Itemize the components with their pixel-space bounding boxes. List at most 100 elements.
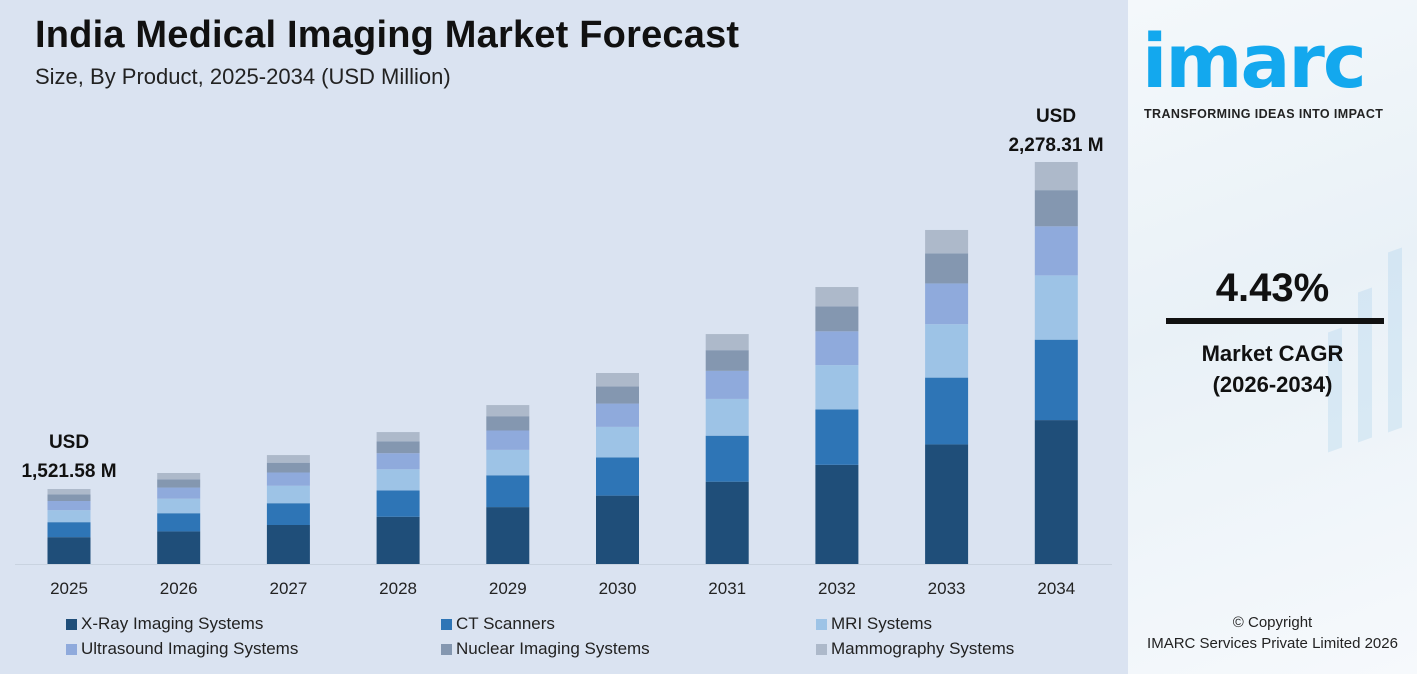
legend-swatch <box>66 618 77 630</box>
annotation-value: 2,278.31 M <box>1008 135 1104 156</box>
bar-segment-ct-scanners-2026 <box>157 513 201 532</box>
legend-label: Ultrasound Imaging Systems <box>81 639 299 658</box>
bar-segment-ultrasound-imaging-systems-2031 <box>705 370 749 399</box>
legend-swatch <box>66 643 77 655</box>
legend-item: Ultrasound Imaging Systems <box>66 639 298 659</box>
x-tick-label: 2032 <box>818 579 856 598</box>
legend-label: CT Scanners <box>456 614 555 633</box>
bar-segment-nuclear-imaging-systems-2030 <box>596 386 639 404</box>
x-tick-label: 2029 <box>489 579 527 598</box>
chart-title: India Medical Imaging Market Forecast <box>35 14 740 56</box>
bar-segment-x-ray-imaging-systems-2026 <box>157 531 201 564</box>
bar-segment-ct-scanners-2025 <box>47 522 91 538</box>
bar-segment-ct-scanners-2032 <box>815 409 859 465</box>
bar-segment-mammography-systems-2031 <box>705 334 749 351</box>
bar-segment-ct-scanners-2028 <box>376 490 420 517</box>
bar-segment-mammography-systems-2033 <box>925 229 969 254</box>
bar-segment-ct-scanners-2029 <box>486 475 530 508</box>
bar-segment-ct-scanners-2031 <box>705 435 749 482</box>
bar-segment-mammography-systems-2034 <box>1034 162 1078 191</box>
bar-segment-mammography-systems-2026 <box>157 472 201 480</box>
annotation-currency: USD <box>48 432 90 453</box>
bar-segment-nuclear-imaging-systems-2031 <box>705 350 749 371</box>
bar-segment-ultrasound-imaging-systems-2032 <box>815 331 859 366</box>
legend-item: Mammography Systems <box>816 639 1014 659</box>
chart-panel: India Medical Imaging Market Forecast Si… <box>0 14 1126 659</box>
first-bar-annotation: USD 1,521.58 M <box>0 428 139 486</box>
x-tick-label: 2031 <box>708 579 746 598</box>
x-tick-label: 2027 <box>269 579 307 598</box>
bar-segment-x-ray-imaging-systems-2034 <box>1034 420 1078 564</box>
bar-segment-mri-systems-2029 <box>486 449 530 476</box>
summary-panel: imarc TRANSFORMING IDEAS INTO IMPACT 4.4… <box>1128 0 1417 674</box>
legend-label: MRI Systems <box>831 614 933 633</box>
copyright-line-1: © Copyright <box>1232 614 1313 631</box>
chart-subtitle: Size, By Product, 2025-2034 (USD Million… <box>35 64 451 89</box>
bar-segment-mri-systems-2030 <box>596 426 639 458</box>
bar-segment-ultrasound-imaging-systems-2030 <box>596 403 639 427</box>
legend-label: Mammography Systems <box>831 639 1015 658</box>
bar-segment-ct-scanners-2034 <box>1034 339 1078 421</box>
bar-segment-mammography-systems-2028 <box>376 432 420 442</box>
annotation-currency: USD <box>1035 106 1077 127</box>
bar-segment-ultrasound-imaging-systems-2025 <box>47 501 91 511</box>
bar-segment-nuclear-imaging-systems-2032 <box>815 306 859 332</box>
cagr-period: (2026-2034) <box>1212 372 1333 397</box>
bar-segment-nuclear-imaging-systems-2028 <box>376 441 420 454</box>
bar-segment-nuclear-imaging-systems-2034 <box>1034 190 1078 227</box>
x-tick-label: 2025 <box>50 579 88 598</box>
bar-segment-x-ray-imaging-systems-2032 <box>815 464 859 564</box>
bar-segment-ultrasound-imaging-systems-2028 <box>376 453 420 470</box>
bar-segment-nuclear-imaging-systems-2029 <box>486 416 530 431</box>
x-tick-label: 2033 <box>928 579 966 598</box>
legend-swatch <box>441 643 452 655</box>
legend-label: X-Ray Imaging Systems <box>81 614 264 633</box>
bar-segment-ultrasound-imaging-systems-2033 <box>925 283 969 325</box>
bar-segment-mri-systems-2034 <box>1034 275 1078 340</box>
bar-segment-mammography-systems-2032 <box>815 287 859 307</box>
bar-segment-ultrasound-imaging-systems-2029 <box>486 430 530 450</box>
bar-segment-mammography-systems-2025 <box>47 489 91 495</box>
bar-segment-mri-systems-2025 <box>47 510 91 523</box>
bar-segment-x-ray-imaging-systems-2025 <box>47 537 91 564</box>
legend-item: CT Scanners <box>441 614 555 634</box>
bar-segment-ct-scanners-2030 <box>596 457 639 496</box>
cagr-label-text: Market CAGR <box>1201 341 1344 366</box>
last-bar-annotation: USD 2,278.31 M <box>986 102 1126 160</box>
bar-segment-ultrasound-imaging-systems-2027 <box>266 472 310 486</box>
copyright-line-2: IMARC Services Private Limited 2026 <box>1147 635 1398 652</box>
legend-item: MRI Systems <box>816 614 932 634</box>
x-tick-label: 2028 <box>379 579 417 598</box>
bar-segment-nuclear-imaging-systems-2025 <box>47 494 91 502</box>
x-tick-label: 2030 <box>599 579 637 598</box>
bar-segment-nuclear-imaging-systems-2033 <box>925 253 969 284</box>
copyright: © Copyright IMARC Services Private Limit… <box>1128 612 1417 654</box>
bar-segment-x-ray-imaging-systems-2027 <box>266 524 310 564</box>
bar-segment-mri-systems-2027 <box>266 485 310 504</box>
divider <box>1166 318 1384 324</box>
bar-segment-x-ray-imaging-systems-2029 <box>486 507 530 564</box>
legend-item: X-Ray Imaging Systems <box>66 614 263 634</box>
x-tick-label: 2034 <box>1037 579 1075 598</box>
bar-segment-mri-systems-2026 <box>157 498 201 514</box>
legend-swatch <box>816 618 827 630</box>
imarc-logo: imarc <box>1142 19 1367 105</box>
bar-segment-mri-systems-2031 <box>705 398 749 436</box>
bar-segment-ultrasound-imaging-systems-2026 <box>157 487 201 499</box>
legend-item: Nuclear Imaging Systems <box>441 639 650 659</box>
bar-segment-mammography-systems-2030 <box>596 373 639 387</box>
bar-segment-mri-systems-2033 <box>925 324 969 378</box>
bar-segment-ct-scanners-2033 <box>925 377 969 445</box>
bar-segment-mammography-systems-2029 <box>486 405 530 417</box>
bar-segment-ct-scanners-2027 <box>266 503 310 525</box>
x-tick-label: 2026 <box>160 579 198 598</box>
bar-segment-x-ray-imaging-systems-2033 <box>925 444 969 564</box>
bar-segment-ultrasound-imaging-systems-2034 <box>1034 226 1078 276</box>
bar-segment-x-ray-imaging-systems-2028 <box>376 516 420 564</box>
legend-swatch <box>441 618 452 630</box>
bar-segment-nuclear-imaging-systems-2026 <box>157 479 201 488</box>
cagr-value: 4.43% <box>1215 266 1330 310</box>
bar-segment-mri-systems-2032 <box>815 365 859 410</box>
bar-segment-x-ray-imaging-systems-2030 <box>596 495 639 564</box>
bar-segment-mri-systems-2028 <box>376 469 420 491</box>
